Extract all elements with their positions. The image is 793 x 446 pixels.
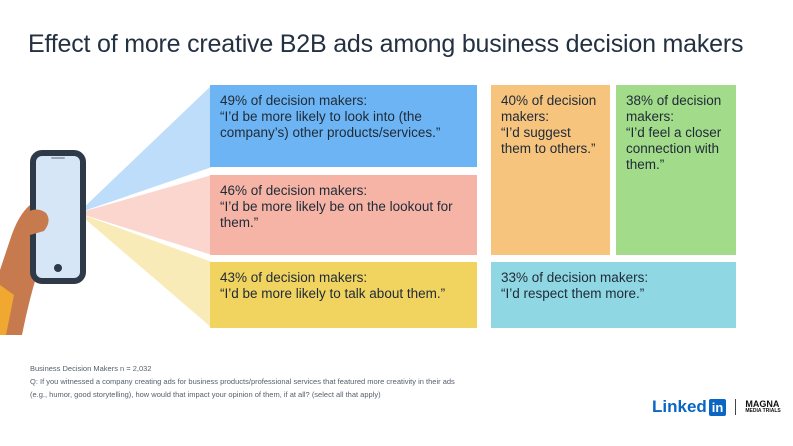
magna-logo-line1: MAGNA bbox=[745, 399, 780, 409]
stat-quote-46: “I’d be more likely be on the lookout fo… bbox=[220, 199, 453, 230]
stat-quote-40: “I’d suggest them to others.” bbox=[501, 125, 596, 156]
stat-tile-46: 46% of decision makers: “I’d be more lik… bbox=[210, 175, 477, 255]
stat-tile-33: 33% of decision makers: “I’d respect the… bbox=[491, 262, 736, 328]
footnote-question-line1: Q: If you witnessed a company creating a… bbox=[30, 377, 455, 386]
phone-illustration bbox=[0, 85, 212, 335]
magna-logo: MAGNA MEDIA TRIALS bbox=[745, 399, 781, 415]
magna-logo-line2: MEDIA TRIALS bbox=[745, 408, 781, 414]
stat-tile-38: 38% of decision makers: “I’d feel a clos… bbox=[616, 85, 736, 255]
stat-label-46: 46% of decision makers: bbox=[220, 183, 368, 198]
stat-label-33: 33% of decision makers: bbox=[501, 270, 649, 285]
stat-quote-43: “I’d be more likely to talk about them.” bbox=[220, 286, 446, 301]
stat-tile-49: 49% of decision makers: “I’d be more lik… bbox=[210, 85, 477, 167]
beam-yellow bbox=[78, 213, 212, 328]
stat-label-49: 49% of decision makers: bbox=[220, 93, 368, 108]
footnote-question-line2: (e.g., humor, good storytelling), how wo… bbox=[30, 390, 381, 399]
stat-label-38: 38% of decision makers: bbox=[626, 93, 722, 124]
beam-blue bbox=[78, 85, 212, 213]
linkedin-logo-text: Linked bbox=[652, 397, 707, 416]
beam-salmon bbox=[78, 175, 212, 255]
phone-icon bbox=[30, 150, 86, 284]
stat-quote-49: “I’d be more likely to look into (the co… bbox=[220, 109, 441, 140]
stat-label-43: 43% of decision makers: bbox=[220, 270, 368, 285]
footnote-sample: Business Decision Makers n = 2,032 bbox=[30, 364, 152, 373]
linkedin-logo-box: in bbox=[708, 398, 727, 416]
stat-quote-38: “I’d feel a closer connection with them.… bbox=[626, 125, 722, 172]
page-title: Effect of more creative B2B ads among bu… bbox=[28, 30, 744, 58]
stat-quote-33: “I’d respect them more.” bbox=[501, 286, 645, 301]
brand-logos: Linked in MAGNA MEDIA TRIALS bbox=[652, 396, 781, 418]
stat-label-40: 40% of decision makers: bbox=[501, 93, 597, 124]
stat-tile-43: 43% of decision makers: “I’d be more lik… bbox=[210, 262, 477, 328]
logo-divider bbox=[735, 399, 737, 415]
stat-tile-40: 40% of decision makers: “I’d suggest the… bbox=[491, 85, 610, 255]
